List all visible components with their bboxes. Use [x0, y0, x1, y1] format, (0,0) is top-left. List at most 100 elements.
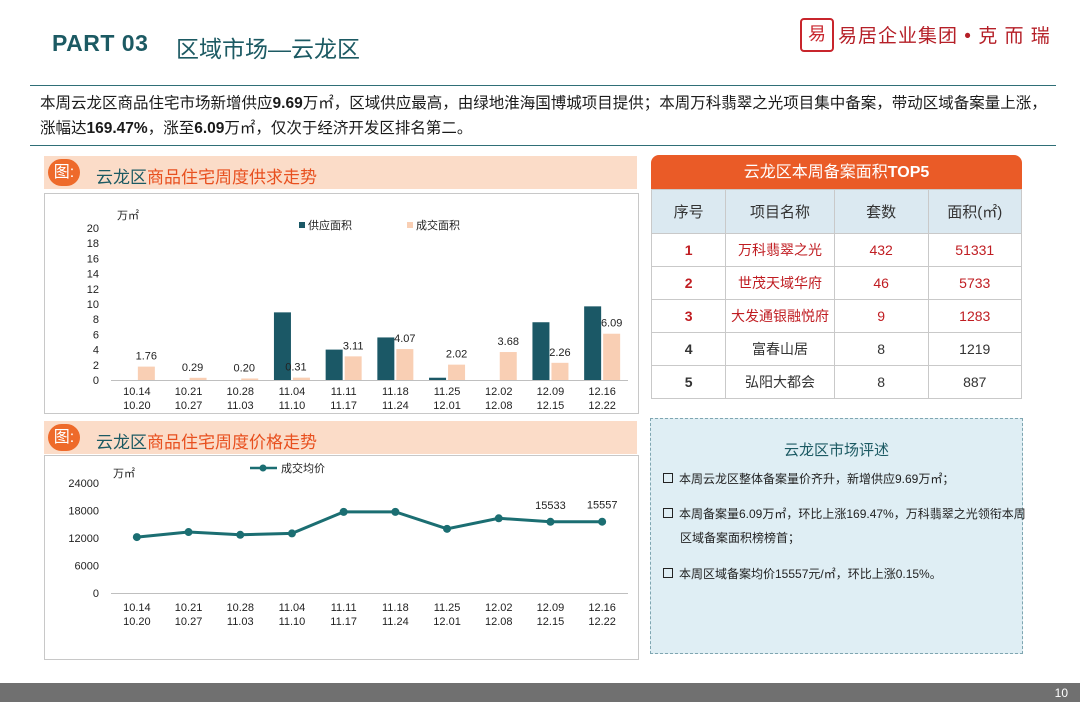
line-point: [546, 517, 555, 526]
x-tick-label: 10.21: [175, 602, 203, 614]
table-header-row: 序号 项目名称 套数 面积(㎡): [650, 189, 1022, 234]
y-tick-label: 12000: [68, 533, 99, 545]
series-line: [136, 510, 603, 539]
units-cell: 8: [833, 365, 929, 399]
bar-deal: [137, 366, 155, 380]
x-tick-label: 11.11: [331, 386, 357, 398]
data-label: 4.07: [394, 333, 415, 345]
table-row: 5 弘阳大都会 8 887: [650, 365, 1022, 399]
col-area: 面积(㎡): [927, 189, 1022, 234]
legend-label: 成交均价: [281, 461, 325, 475]
legend-label: 成交面积: [416, 218, 460, 232]
y-tick-label: 6: [93, 329, 99, 341]
y-tick-label: 12: [87, 284, 99, 296]
y-tick-label: 18: [87, 238, 99, 250]
area-cell: 51331: [927, 233, 1022, 267]
bar-deal: [551, 362, 569, 380]
x-tick-label: 11.03: [227, 400, 254, 412]
x-tick-label: 10.21: [175, 386, 203, 398]
x-tick-label: 12.01: [433, 616, 461, 628]
y-tick-label: 14: [87, 269, 99, 281]
bar-deal: [344, 356, 362, 380]
summary-part: ，涨至: [147, 120, 195, 137]
logo-text: 易居企业集团 • 克 而 瑞: [838, 26, 1051, 47]
y-tick-label: 0: [93, 588, 99, 600]
y-tick-label: 0: [93, 375, 99, 387]
rank-cell: 5: [650, 365, 727, 399]
x-tick-label: 10.14: [123, 386, 151, 398]
area-cell: 887: [927, 365, 1022, 399]
y-tick-label: 2: [93, 360, 99, 372]
y-tick-label: 8: [93, 314, 99, 326]
bar-supply: [273, 312, 291, 380]
bar-deal: [603, 333, 621, 380]
line-point: [391, 507, 400, 516]
data-label: 1.76: [136, 351, 157, 363]
x-tick-label: 10.28: [226, 386, 254, 398]
x-tick-label: 12.08: [485, 616, 513, 628]
area-cell: 5733: [927, 266, 1022, 300]
units-cell: 9: [833, 299, 929, 333]
legend-swatch: [407, 222, 413, 228]
bar-supply: [377, 337, 395, 380]
bar-supply: [584, 306, 602, 380]
market-review-box: 云龙区市场评述 本周云龙区整体备案量价齐升，新增供应9.69万㎡； 本周备案量6…: [650, 418, 1026, 654]
price-chart: 0 6000 12000 18000 24000 万㎡ 成交均价 15533 15557 10.1…: [68, 461, 628, 628]
x-tick-label: 10.28: [226, 602, 254, 614]
x-tick-label: 11.25: [434, 602, 461, 614]
bar-deal: [448, 364, 466, 380]
y-tick-label: 10: [87, 299, 99, 311]
y-tick-label: 6000: [75, 561, 99, 573]
units-cell: 8: [833, 332, 929, 366]
y-unit-label: 万㎡: [117, 209, 139, 222]
data-label: 6.09: [601, 318, 622, 330]
x-tick-label: 11.24: [382, 400, 409, 412]
project-cell: 万科翡翠之光: [725, 233, 835, 267]
col-rank: 序号: [650, 189, 727, 234]
price-chart-header: 图: 云龙区商品住宅周度价格走势: [44, 421, 637, 454]
page-title: 区域市场—云龙区: [176, 36, 360, 62]
footer-bar: [0, 683, 1080, 702]
x-tick-label: 11.25: [434, 386, 461, 398]
bar-supply: [325, 349, 343, 380]
x-tick-label: 11.10: [279, 400, 306, 412]
area-cell: 1283: [927, 299, 1022, 333]
x-tick-label: 11.11: [331, 602, 357, 614]
line-point: [494, 514, 503, 523]
col-project: 项目名称: [725, 189, 835, 234]
x-tick-label: 11.18: [382, 386, 409, 398]
review-item: 本周云龙区整体备案量价齐升，新增供应9.69万㎡；: [663, 467, 1015, 491]
col-units: 套数: [833, 189, 929, 234]
review-item: 本周区域备案均价15557元/㎡，环比上涨0.15%。: [663, 562, 1015, 586]
x-tick-label: 11.03: [227, 616, 254, 628]
legend-marker: [259, 464, 267, 472]
price-chart-frame: 0 6000 12000 18000 24000 万㎡ 成交均价 15533 15557 10.1…: [44, 455, 639, 660]
x-tick-label: 12.02: [485, 386, 513, 398]
project-cell: 世茂天域华府: [725, 266, 835, 300]
x-tick-label: 11.10: [279, 616, 306, 628]
legend-swatch: [299, 222, 305, 228]
y-unit-label: 万㎡: [113, 467, 135, 480]
table-row: 2 世茂天域华府 46 5733: [650, 266, 1022, 300]
price-chart-title: 云龙区商品住宅周度价格走势: [96, 433, 317, 452]
summary-value: 169.47%: [86, 120, 148, 137]
rank-cell: 3: [650, 299, 727, 333]
bar-deal: [241, 378, 259, 380]
summary-part: 万㎡，仅次于经济开发区排名第二。: [224, 120, 473, 137]
table-row: 4 富春山居 8 1219: [650, 332, 1022, 366]
summary-value: 6.09: [194, 120, 225, 137]
y-tick-label: 18000: [68, 506, 99, 518]
y-tick-label: 4: [93, 345, 99, 357]
y-tick-label: 16: [87, 253, 99, 265]
checkbox-square-icon: [663, 508, 673, 518]
table-row: 3 大发通银融悦府 9 1283: [650, 299, 1022, 333]
logo-seal-icon: 易: [800, 18, 834, 52]
data-label: 3.68: [498, 336, 519, 348]
rank-cell: 2: [650, 266, 727, 300]
bar-deal: [499, 352, 517, 380]
area-cell: 1219: [927, 332, 1022, 366]
project-cell: 富春山居: [725, 332, 835, 366]
divider-bottom: [30, 145, 1056, 146]
x-tick-label: 10.20: [123, 616, 151, 628]
line-point: [184, 528, 193, 537]
